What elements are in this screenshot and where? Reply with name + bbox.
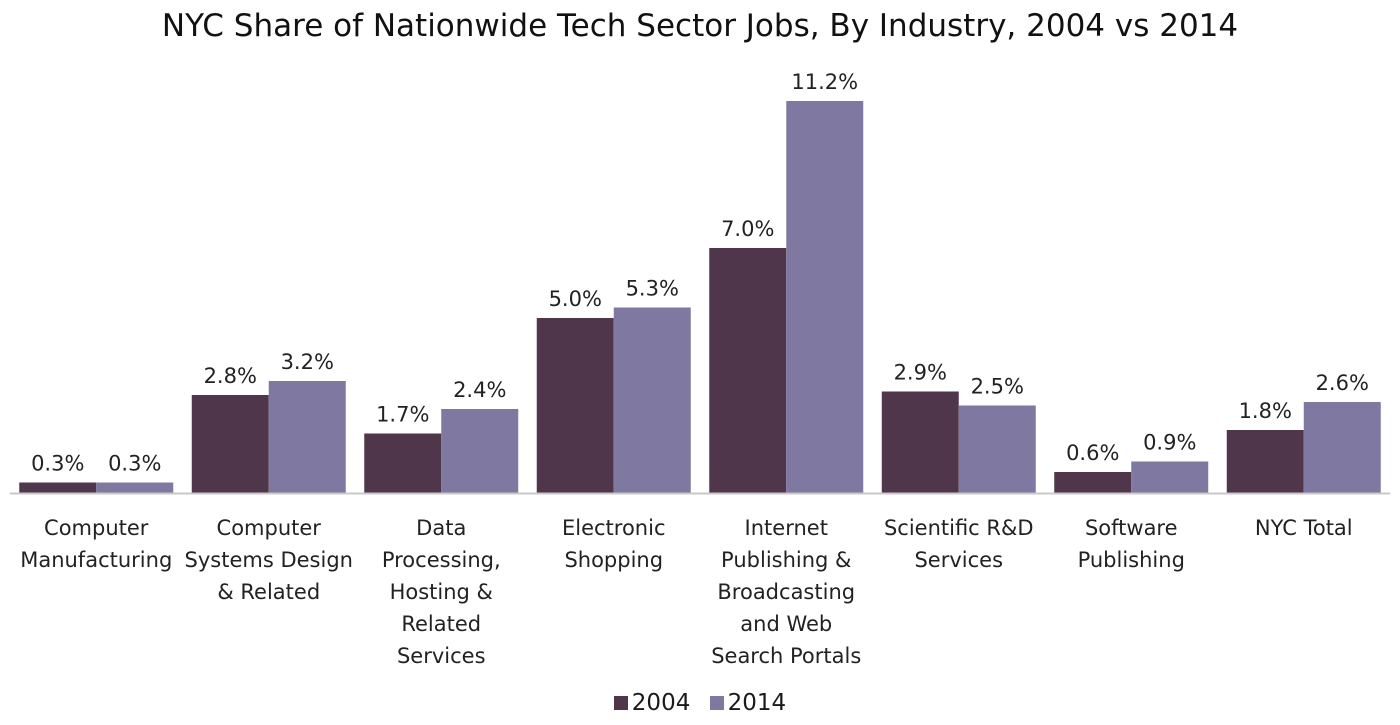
bar-2014-6 <box>1131 461 1209 493</box>
category-label-2: Hosting & <box>390 580 493 604</box>
category-label-1: & Related <box>217 580 320 604</box>
data-label-2004-7: 1.8% <box>1239 399 1292 423</box>
bar-2014-0 <box>96 482 174 493</box>
data-label-2004-4: 7.0% <box>721 217 774 241</box>
legend-item-2014: 2014 <box>709 690 787 716</box>
category-label-2: Related <box>401 612 481 636</box>
category-label-6: Software <box>1085 516 1178 540</box>
bar-2004-4 <box>709 248 787 493</box>
category-label-4: Publishing & <box>721 548 851 572</box>
category-label-3: Shopping <box>564 548 663 572</box>
data-label-2004-2: 1.7% <box>376 403 429 427</box>
category-label-5: Scientific R&D <box>884 516 1034 540</box>
bar-2004-1 <box>191 395 269 493</box>
chart-title: NYC Share of Nationwide Tech Sector Jobs… <box>161 8 1239 44</box>
category-label-1: Systems Design <box>185 548 353 572</box>
category-label-2: Services <box>397 644 486 668</box>
category-label-0: Computer <box>44 516 149 540</box>
bar-2004-0 <box>19 482 97 493</box>
bar-2004-7 <box>1226 430 1304 493</box>
data-label-2004-0: 0.3% <box>31 452 84 476</box>
category-label-4: Broadcasting <box>717 580 855 604</box>
bar-2014-5 <box>958 405 1036 493</box>
legend-label-2014: 2014 <box>727 690 787 716</box>
bar-2014-4 <box>786 101 864 493</box>
category-label-3: Electronic <box>562 516 666 540</box>
category-label-4: and Web <box>740 612 832 636</box>
data-label-2004-5: 2.9% <box>894 361 947 385</box>
data-label-2014-1: 3.2% <box>281 350 334 374</box>
bar-2014-1 <box>268 381 346 493</box>
data-label-2014-2: 2.4% <box>453 378 506 402</box>
data-label-2004-3: 5.0% <box>549 287 602 311</box>
data-label-2014-7: 2.6% <box>1316 371 1369 395</box>
category-label-6: Publishing <box>1078 548 1185 572</box>
bar-2004-2 <box>364 433 442 493</box>
category-label-2: Data <box>416 516 466 540</box>
data-label-2014-3: 5.3% <box>626 277 679 301</box>
data-label-2004-6: 0.6% <box>1066 441 1119 465</box>
bar-chart: 0.3% 0.3% Computer Manufacturing 2.8% 3.2% Com… <box>10 70 1390 668</box>
legend: 2004 2014 <box>0 690 1400 716</box>
category-label-4: Search Portals <box>711 644 861 668</box>
category-label-7: NYC Total <box>1255 516 1353 540</box>
category-label-0: Manufacturing <box>20 548 172 572</box>
bar-2004-5 <box>881 391 959 493</box>
legend-item-2004: 2004 <box>613 690 691 716</box>
category-label-4: Internet <box>745 516 828 540</box>
data-label-2014-6: 0.9% <box>1143 431 1196 455</box>
category-label-1: Computer <box>217 516 322 540</box>
legend-label-2004: 2004 <box>631 690 691 716</box>
legend-swatch-2004 <box>613 696 628 710</box>
bar-2014-2 <box>441 409 519 493</box>
data-label-2014-0: 0.3% <box>108 452 161 476</box>
data-label-2014-4: 11.2% <box>791 70 858 94</box>
data-label-2004-1: 2.8% <box>204 364 257 388</box>
bar-2014-3 <box>613 307 691 493</box>
data-label-2014-5: 2.5% <box>971 375 1024 399</box>
bar-2004-6 <box>1054 472 1132 493</box>
bar-2014-7 <box>1303 402 1381 493</box>
category-label-2: Processing, <box>382 548 501 572</box>
category-label-5: Services <box>914 548 1003 572</box>
bar-2004-3 <box>536 318 614 493</box>
legend-swatch-2014 <box>709 696 724 710</box>
